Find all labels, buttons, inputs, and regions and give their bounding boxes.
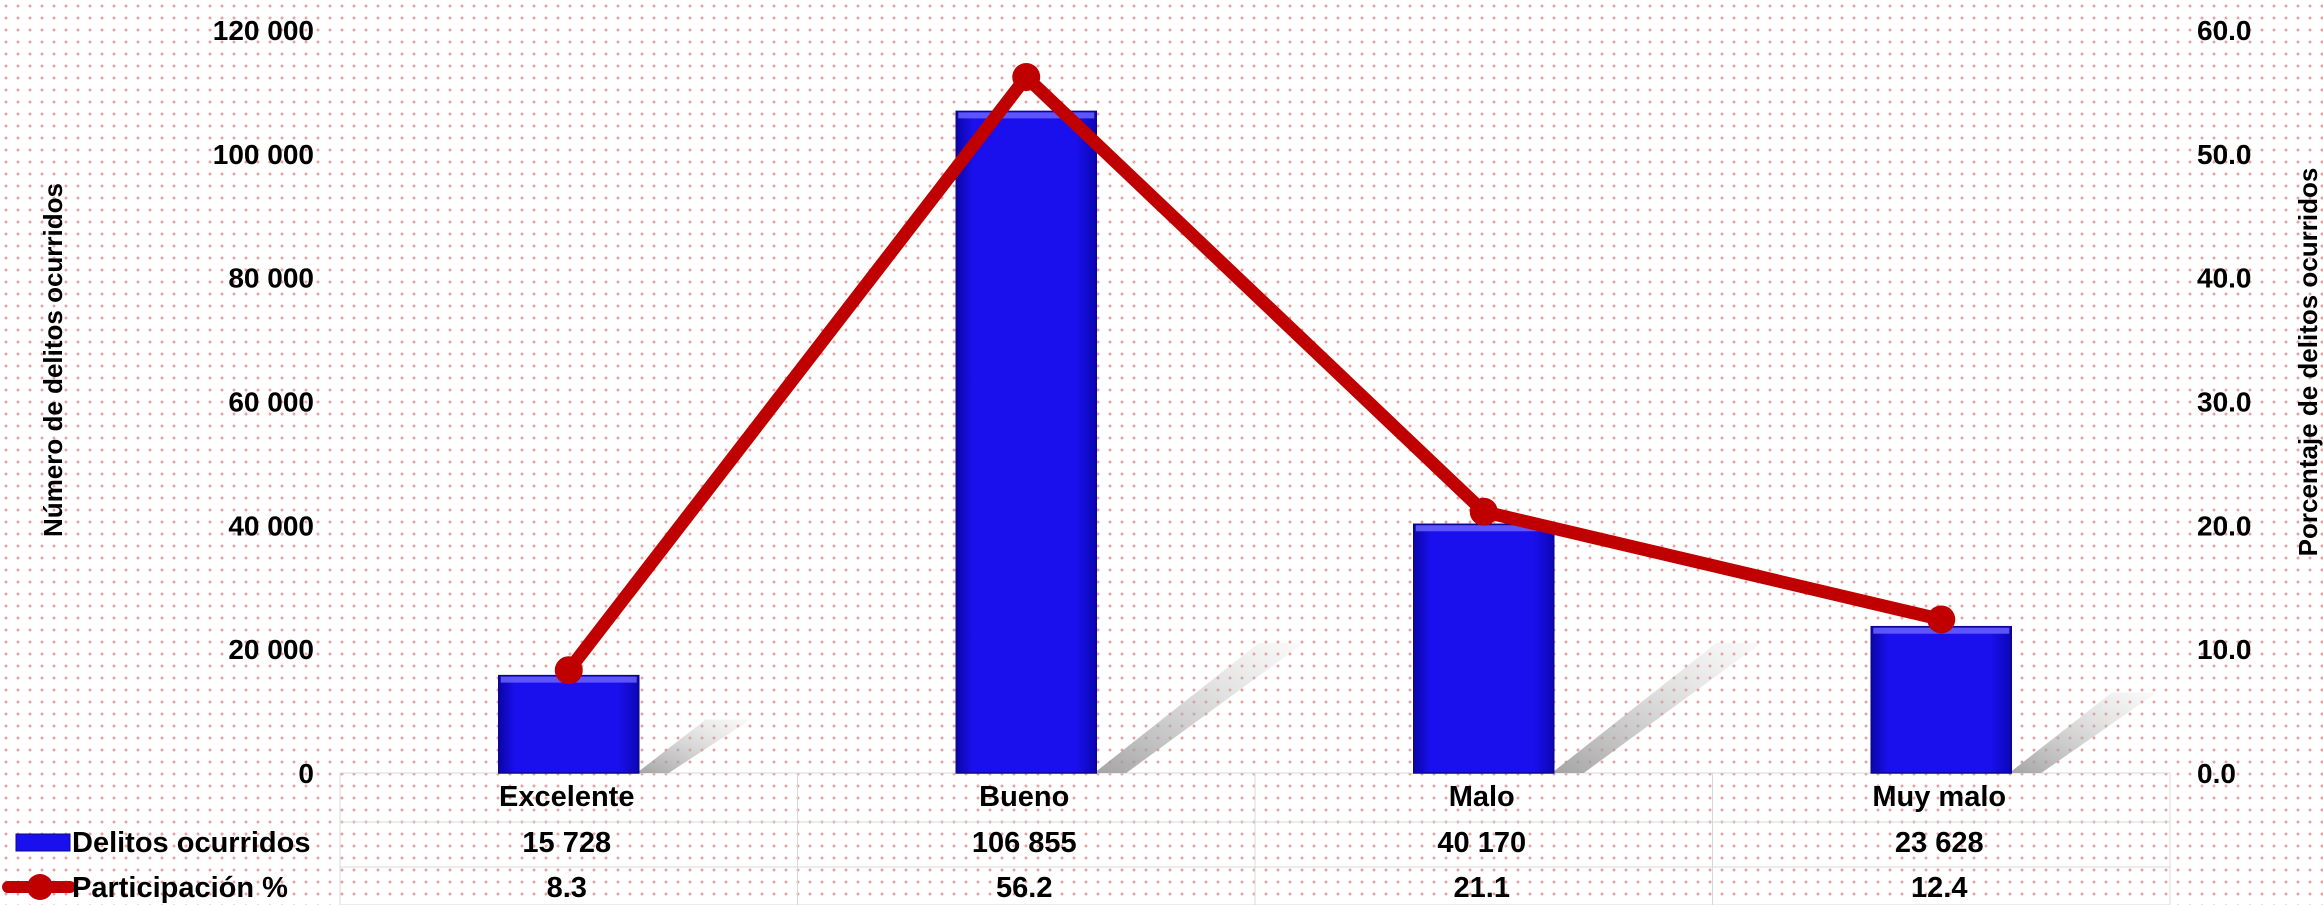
y-axis-right-ticks: 0.0 10.0 20.0 30.0 40.0 50.0 60.0 xyxy=(2197,15,2252,789)
line-marker xyxy=(554,656,583,685)
bar-shadows xyxy=(636,643,2157,773)
y-left-tick-label: 120 000 xyxy=(213,15,314,46)
data-table-value: 56.2 xyxy=(996,872,1052,904)
bar xyxy=(1413,523,1555,774)
y-left-tick-label: 100 000 xyxy=(213,139,314,170)
x-category-label: Bueno xyxy=(979,781,1069,813)
data-table-value: 21.1 xyxy=(1454,872,1510,904)
bar-shadow xyxy=(1551,643,1762,773)
data-table-value: 40 170 xyxy=(1437,827,1526,859)
bar-highlight xyxy=(1415,525,1552,532)
y-right-tick-label: 20.0 xyxy=(2197,510,2252,541)
line-series xyxy=(554,63,1956,685)
legend-key-bar xyxy=(15,833,71,852)
data-table-value: 15 728 xyxy=(522,827,611,859)
data-table: Delitos ocurridos 15 728 106 855 40 170 23 6… xyxy=(2,827,1984,904)
bar-shadow xyxy=(1094,643,1304,773)
x-category-label: Muy malo xyxy=(1872,781,2006,813)
legend-label: Participación % xyxy=(72,872,288,904)
x-category-label: Malo xyxy=(1449,781,1515,813)
y-axis-left-title: Número de delitos ocurridos xyxy=(38,183,68,537)
y-left-tick-label: 60 000 xyxy=(228,387,314,418)
legend-label: Delitos ocurridos xyxy=(72,827,311,859)
line-marker xyxy=(1012,63,1041,92)
y-right-tick-label: 60.0 xyxy=(2197,15,2252,46)
data-table-value: 12.4 xyxy=(1911,872,1967,904)
data-table-value: 23 628 xyxy=(1895,827,1984,859)
x-category-label: Excelente xyxy=(499,781,634,813)
y-right-tick-label: 50.0 xyxy=(2197,139,2252,170)
legend-key-marker xyxy=(27,874,53,900)
bar-shadow xyxy=(636,719,751,773)
y-axis-left-ticks: 0 20 000 40 000 60 000 80 000 100 000 120 000 xyxy=(213,15,314,789)
bar-series xyxy=(498,110,2012,774)
line-marker xyxy=(1469,497,1498,526)
bar-shadow xyxy=(2009,692,2157,773)
y-left-tick-label: 80 000 xyxy=(228,263,314,294)
y-left-tick-label: 20 000 xyxy=(228,634,314,665)
y-right-tick-label: 40.0 xyxy=(2197,263,2252,294)
bar-highlight xyxy=(958,112,1095,119)
line-path xyxy=(562,70,1948,677)
x-axis-category-labels: Excelente Bueno Malo Muy malo xyxy=(499,781,2006,813)
y-right-tick-label: 10.0 xyxy=(2197,634,2252,665)
y-left-tick-label: 0 xyxy=(298,758,314,789)
y-left-tick-label: 40 000 xyxy=(228,510,314,541)
y-right-tick-label: 30.0 xyxy=(2197,387,2252,418)
bar xyxy=(955,110,1097,774)
bar xyxy=(1870,625,2012,774)
y-right-tick-label: 0.0 xyxy=(2197,758,2236,789)
data-table-value: 8.3 xyxy=(547,872,587,904)
y-axis-right-title: Porcentaje de delitos ocurridos xyxy=(2293,168,2323,557)
line-marker xyxy=(1927,605,1956,634)
data-table-value: 106 855 xyxy=(972,827,1077,859)
bar xyxy=(498,674,640,774)
